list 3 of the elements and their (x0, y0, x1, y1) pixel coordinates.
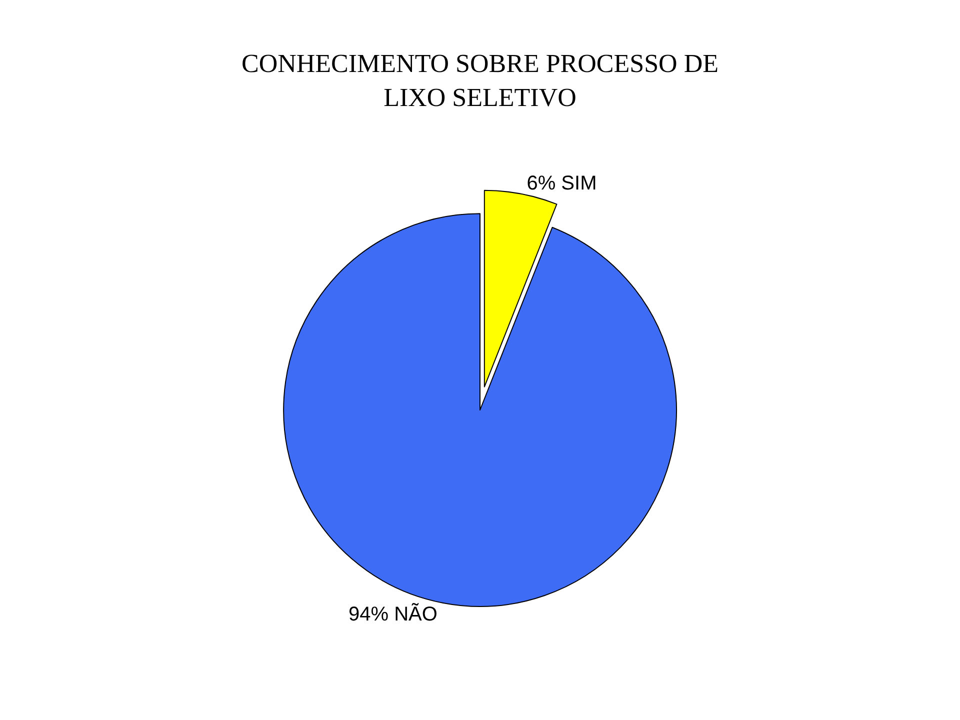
slice-label: 6% SIM (526, 172, 597, 194)
chart-title: CONHECIMENTO SOBRE PROCESSO DE LIXO SELETIVO (242, 49, 718, 112)
slice-label: 94% NÃO (348, 602, 438, 626)
